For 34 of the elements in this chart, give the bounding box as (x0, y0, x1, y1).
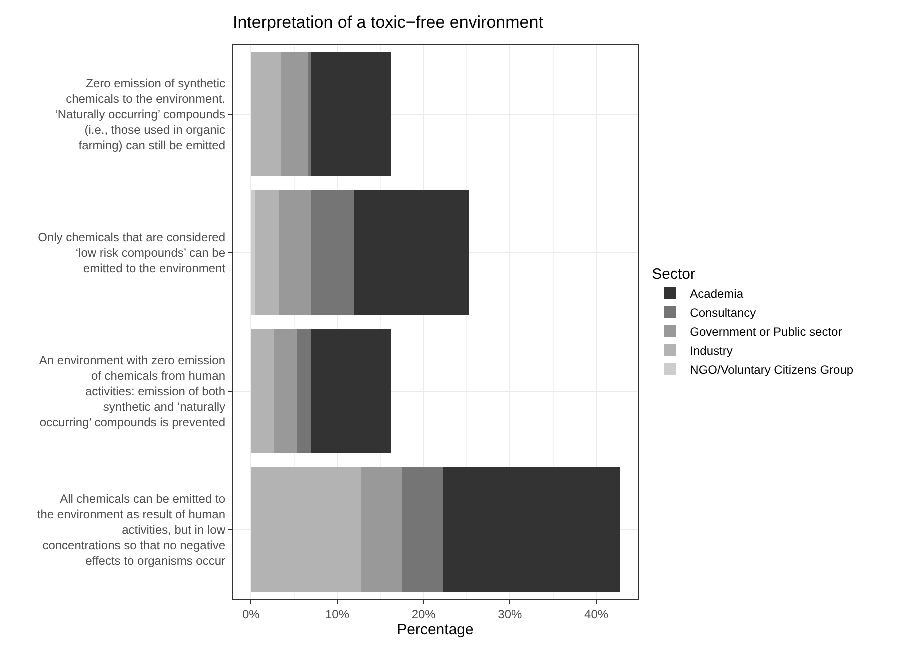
legend-label: Industry (690, 344, 733, 358)
legend-label: Consultancy (690, 306, 756, 320)
bar (360, 467, 402, 592)
chart-title: Interpretation of a toxic−free environment (233, 13, 544, 32)
bar (251, 328, 274, 454)
bar (312, 328, 392, 454)
bar (274, 328, 297, 454)
y-tick-label: Only chemicals that are considered ‘low risk compounds’ can be emitted to the environment (38, 230, 226, 276)
x-axis-title: Percentage (397, 622, 474, 638)
bar (296, 328, 312, 454)
legend-title: Sector (652, 266, 696, 283)
bar (251, 467, 361, 592)
bar (251, 52, 282, 177)
x-tick-label: 30% (498, 608, 523, 622)
bar (354, 190, 470, 316)
x-tick-label: 10% (325, 608, 350, 622)
x-tick-label: 0% (242, 608, 260, 622)
bar (281, 52, 308, 177)
legend-label: Government or Public sector (690, 325, 842, 340)
y-tick-label: All chemicals can be emitted to the environment as result of human activities, but in low concentrations so that no negative effects to organisms occur (37, 492, 226, 568)
bar (278, 190, 312, 316)
y-tick-label: An environment with zero emission of chemicals from human activities: emission of both synthetic and ‘naturally occurring’ compounds is prevented (39, 353, 226, 430)
bar (255, 190, 279, 316)
x-tick-label: 20% (412, 608, 436, 622)
x-tick-label: 40% (584, 608, 609, 622)
y-tick-label: Zero emission of synthetic chemicals to the environment. ‘Naturally occurring’ compounds (i.e., those used in organic farming) can still be emitted (55, 76, 226, 153)
bar (251, 190, 256, 316)
legend-label: NGO/Voluntary Citizens Group (690, 363, 854, 378)
bar (308, 52, 312, 177)
bar (312, 52, 392, 177)
bar (312, 190, 354, 316)
bar (402, 467, 444, 592)
legend-label: Academia (690, 287, 744, 302)
bar (444, 467, 621, 592)
